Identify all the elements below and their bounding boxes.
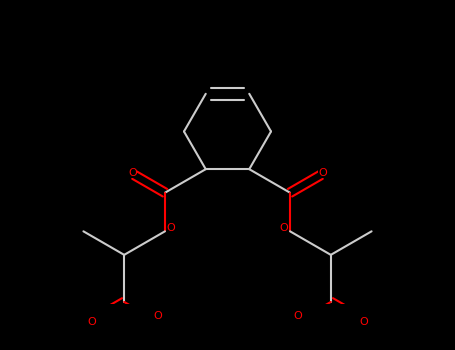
Text: O: O [87,317,96,327]
Text: O: O [318,168,327,178]
Text: O: O [280,223,288,233]
Text: O: O [359,317,368,327]
Text: O: O [153,311,162,321]
Text: O: O [167,223,175,233]
Text: O: O [128,168,137,178]
Text: O: O [293,311,302,321]
